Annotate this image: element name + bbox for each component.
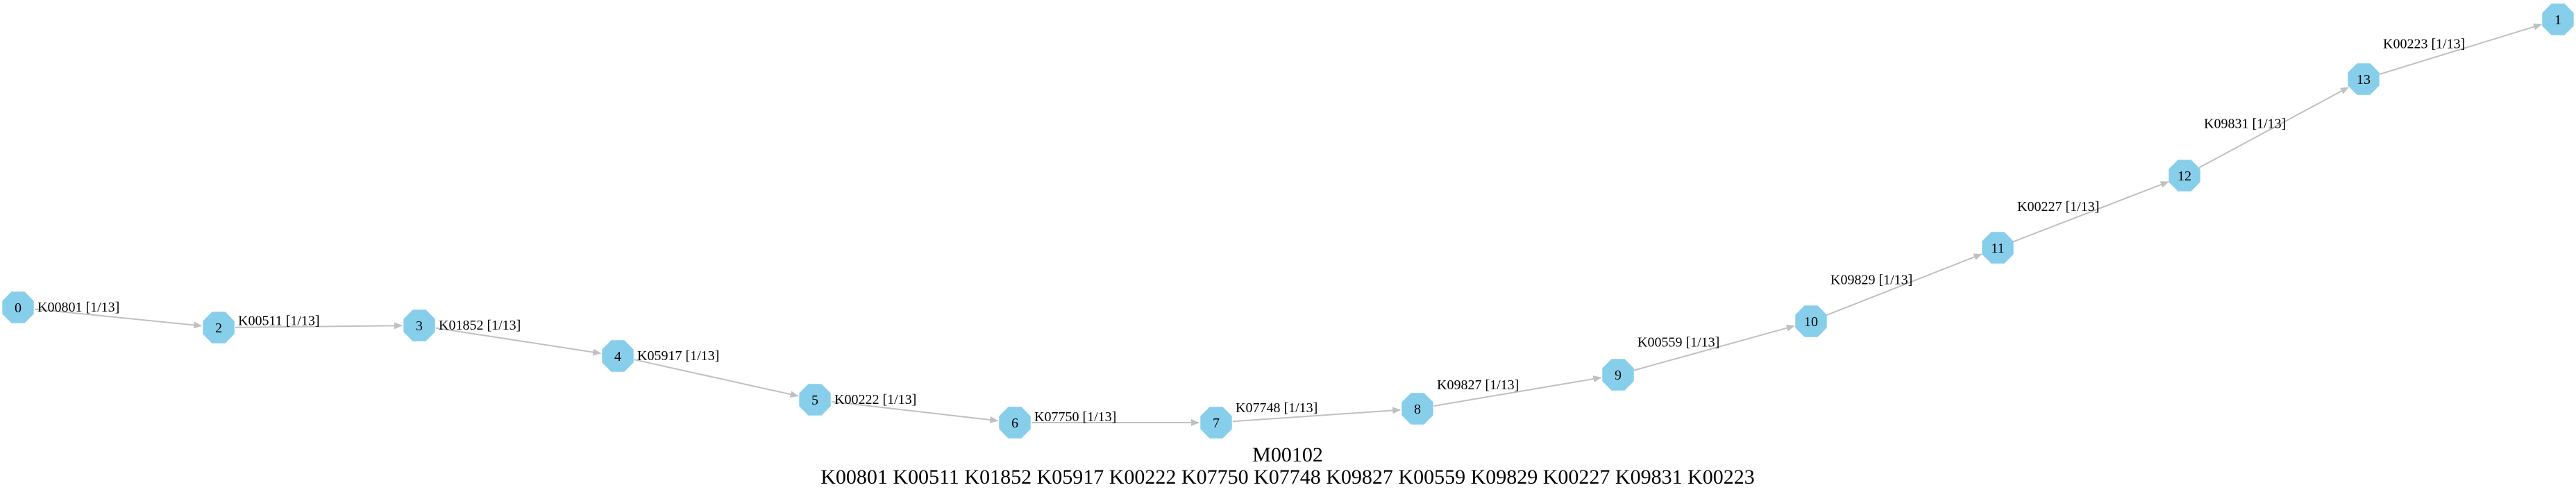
node-label: 7 — [1213, 416, 1220, 431]
edge-label: K00222 [1/13] — [834, 392, 916, 407]
node-0: 0 — [2, 291, 34, 323]
node-10: 10 — [1795, 305, 1827, 337]
node-label: 6 — [1011, 416, 1018, 431]
node-label: 9 — [1615, 368, 1622, 383]
node-11: 11 — [1982, 232, 2014, 264]
node-1: 1 — [2542, 3, 2574, 35]
node-shape — [1795, 305, 1827, 337]
node-9: 9 — [1602, 359, 1634, 391]
node-13: 13 — [2348, 63, 2380, 95]
node-shape — [602, 340, 634, 372]
edge-0-2 — [34, 308, 203, 329]
edge-8-9 — [1433, 375, 1602, 407]
node-7: 7 — [1200, 407, 1232, 439]
edge-2-3 — [235, 322, 403, 330]
node-4: 4 — [602, 340, 634, 372]
node-shape — [799, 384, 831, 416]
edge-label: K00801 [1/13] — [37, 300, 119, 315]
node-3: 3 — [403, 309, 435, 341]
node-label: 10 — [1804, 314, 1818, 330]
node-label: 11 — [1991, 241, 2004, 256]
node-shape — [1200, 407, 1232, 439]
edge-5-6 — [831, 400, 999, 423]
node-12: 12 — [2169, 160, 2200, 192]
edge-label: K07750 [1/13] — [1034, 409, 1116, 425]
node-shape — [2, 291, 34, 323]
edge-11-12 — [2013, 181, 2169, 243]
edge-4-5 — [634, 359, 799, 398]
edge-label: K09827 [1/13] — [1437, 378, 1519, 393]
node-label: 2 — [215, 321, 222, 336]
node-6: 6 — [999, 407, 1031, 439]
node-shape — [1982, 232, 2014, 264]
node-shape — [203, 312, 235, 343]
edge-label: K00511 [1/13] — [238, 314, 320, 329]
node-label: 4 — [614, 349, 621, 364]
edge-label: K09831 [1/13] — [2204, 116, 2286, 131]
edge-label: K01852 [1/13] — [439, 318, 521, 333]
node-shape — [2169, 160, 2200, 192]
diagram-title: M00102 — [1252, 443, 1323, 466]
node-shape — [2348, 63, 2380, 95]
node-2: 2 — [203, 312, 235, 343]
edge-9-10 — [1633, 324, 1795, 371]
edge-label: K07748 [1/13] — [1236, 400, 1318, 416]
node-shape — [1401, 393, 1433, 425]
edge-label: K09829 [1/13] — [1830, 272, 1912, 287]
node-shape — [2542, 3, 2574, 35]
edge-label: K00227 [1/13] — [2017, 199, 2099, 214]
edge-12-13 — [2198, 87, 2349, 169]
node-8: 8 — [1401, 393, 1433, 425]
edge-10-11 — [1826, 253, 1982, 316]
edge-label: K00223 [1/13] — [2383, 36, 2465, 51]
node-label: 12 — [2178, 169, 2191, 184]
edge-label: K00559 [1/13] — [1638, 334, 1719, 350]
edge-7-8 — [1232, 407, 1401, 423]
diagram-subtitle: K00801 K00511 K01852 K05917 K00222 K0775… — [820, 466, 1755, 489]
node-label: 5 — [811, 393, 818, 408]
node-shape — [999, 407, 1031, 439]
edge-label: K05917 [1/13] — [637, 348, 719, 364]
node-label: 1 — [2554, 12, 2561, 28]
edge-3-4 — [435, 327, 602, 356]
edges-layer: K00801 [1/13] K00511 [1/13] K01852 [1/13] K… — [34, 23, 2543, 426]
edge-13-1 — [2379, 23, 2543, 75]
node-label: 0 — [15, 300, 22, 316]
nodes-layer: 0 2 3 4 5 6 7 8 9 10 11 12 13 1 — [2, 3, 2574, 439]
node-label: 3 — [416, 319, 423, 334]
node-5: 5 — [799, 384, 831, 416]
node-shape — [1602, 359, 1634, 391]
node-label: 8 — [1414, 402, 1421, 417]
node-shape — [403, 309, 435, 341]
node-label: 13 — [2357, 72, 2371, 87]
